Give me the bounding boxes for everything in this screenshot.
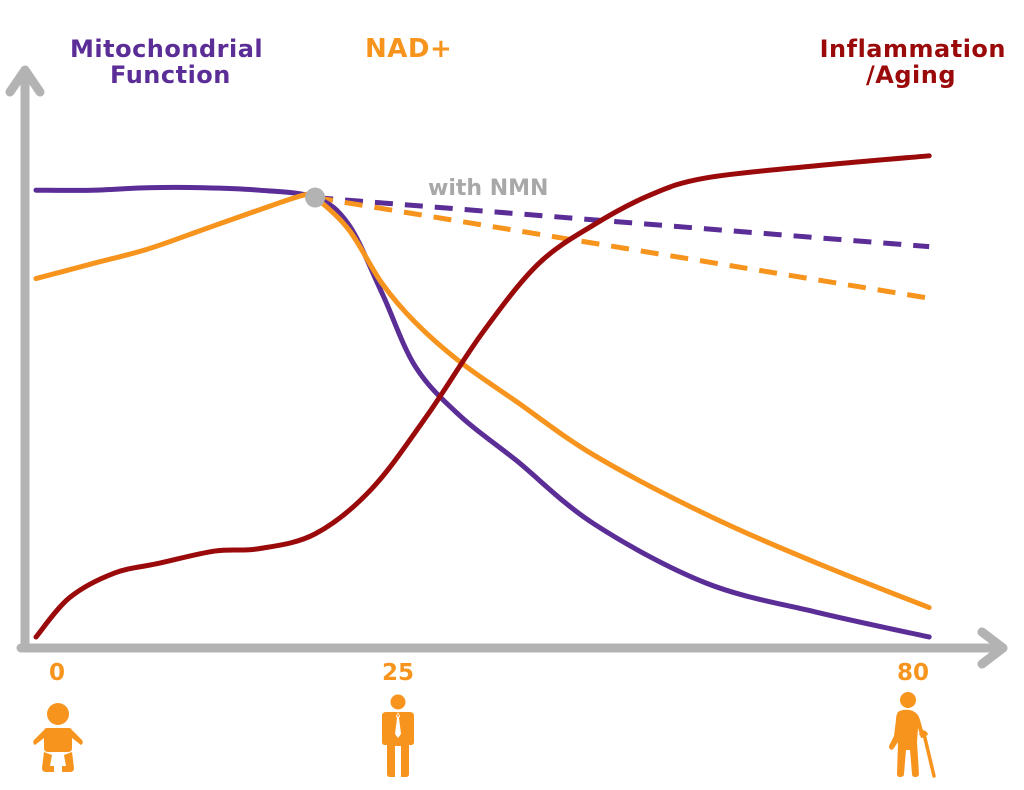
- legend-mitochondrial-function: Mitochondrial Function: [70, 36, 263, 88]
- elderly-icon: [889, 692, 936, 778]
- marker-layer: [305, 187, 326, 208]
- series-line-inflammation-aging: [33, 153, 932, 640]
- x-tick-label-80: 80: [896, 660, 930, 686]
- series-layer: [33, 153, 932, 640]
- series-line-mitochondrial-function-with-nmn: [314, 195, 930, 250]
- legend-inflammation-line1: Inflammation: [819, 35, 1006, 63]
- x-tick-label-0: 0: [48, 660, 66, 686]
- x-axis-arrow: [977, 627, 1008, 669]
- y-axis-arrow: [5, 65, 45, 97]
- legend-inflammation-line2: /Aging: [865, 61, 956, 89]
- legend-inflammation-aging: Inflammation /Aging: [820, 36, 1006, 88]
- series-line-nad-with-nmn: [314, 195, 930, 301]
- series-line-mitochondrial-function: [33, 184, 932, 640]
- nmn-marker-point: [305, 187, 326, 208]
- series-line-nad: [33, 190, 932, 611]
- x-tick-label-25: 25: [381, 660, 415, 686]
- with-nmn-annotation: with NMN: [428, 176, 549, 201]
- adult-icon: [382, 694, 414, 777]
- baby-icon: [33, 703, 83, 772]
- legend-nad: NAD+: [365, 34, 453, 64]
- legend-mitochondrial-line1: Mitochondrial: [70, 35, 264, 63]
- axes: [5, 65, 1008, 669]
- legend-mitochondrial-line2: Function: [110, 61, 231, 89]
